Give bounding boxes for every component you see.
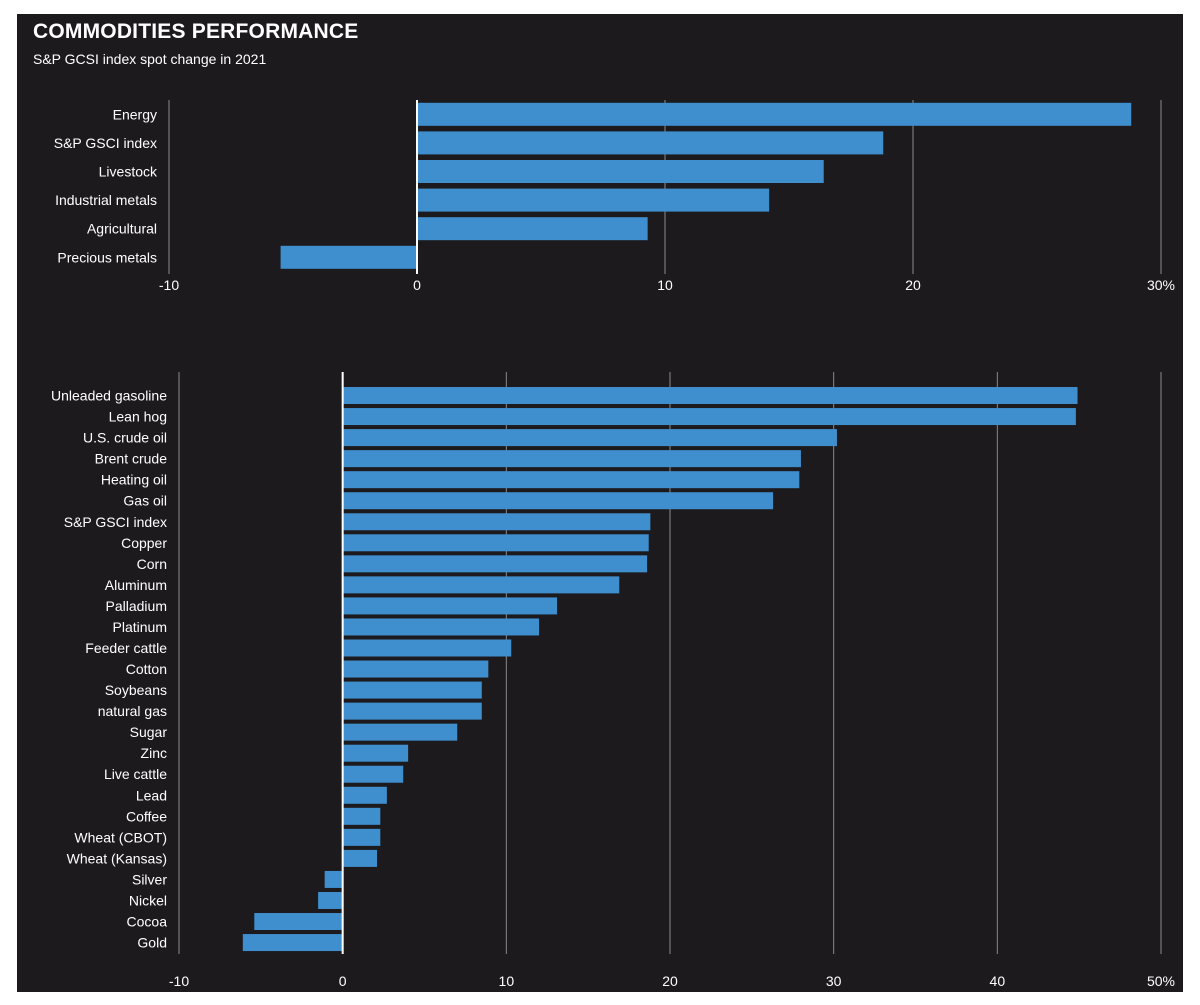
- detail-category-label: S&P GSCI index: [64, 514, 167, 530]
- top-tick-label: 10: [657, 277, 673, 293]
- top-bar-livestock: [417, 160, 824, 183]
- detail-category-label: Unleaded gasoline: [51, 388, 167, 404]
- detail-bar-live-cattle: [342, 765, 404, 783]
- detail-category-label: Silver: [132, 871, 167, 887]
- charts-svg: -10 0 10 20 30% Energy S&P GSCI index Livestock…: [51, 100, 1175, 989]
- detail-category-label: Nickel: [129, 892, 167, 908]
- detail-bar-lean-hog: [342, 408, 1076, 426]
- detail-tick-label: 50%: [1147, 973, 1175, 989]
- detail-tick-label: 10: [499, 973, 515, 989]
- detail-category-label: Palladium: [106, 598, 167, 614]
- detail-category-label: Sugar: [130, 724, 168, 740]
- detail-bar-silver: [324, 870, 343, 888]
- detail-bar-nickel: [318, 891, 343, 909]
- detail-category-label: Cotton: [126, 661, 167, 677]
- detail-category-label: Wheat (Kansas): [67, 850, 167, 866]
- detail-tick-label: 20: [662, 973, 678, 989]
- detail-bar-sugar: [342, 723, 458, 741]
- detail-tick-label: 40: [990, 973, 1006, 989]
- detail-bar-platinum: [342, 618, 540, 636]
- top-bar-agricultural: [417, 217, 648, 241]
- detail-bar-heating-oil: [342, 471, 800, 489]
- top-tick-label: 0: [413, 277, 421, 293]
- detail-tick-label: 0: [339, 973, 347, 989]
- detail-bar-zinc: [342, 744, 409, 762]
- detail-bar-u-s-crude-oil: [342, 429, 837, 447]
- detail-category-label: Wheat (CBOT): [74, 829, 167, 845]
- detail-category-label: natural gas: [98, 703, 167, 719]
- detail-category-label: U.S. crude oil: [83, 430, 167, 446]
- detail-category-label: Lean hog: [109, 409, 167, 425]
- detail-bar-gas-oil: [342, 492, 774, 510]
- detail-bar-natural-gas: [342, 702, 482, 720]
- detail-bar-cotton: [342, 660, 489, 678]
- detail-category-label: Cocoa: [127, 914, 168, 930]
- detail-category-label: Live cattle: [104, 766, 167, 782]
- top-bar-sandp-gsci-index: [417, 131, 884, 155]
- detail-category-label: Copper: [121, 535, 167, 551]
- top-category-label: Agricultural: [87, 221, 157, 237]
- chart-title: COMMODITIES PERFORMANCE: [33, 20, 359, 43]
- detail-bar-wheat-kansas: [342, 849, 378, 867]
- detail-category-label: Lead: [136, 787, 167, 803]
- detail-tick-label: -10: [169, 973, 189, 989]
- detail-bar-palladium: [342, 597, 558, 615]
- detail-bar-wheat-cbot: [342, 828, 381, 846]
- top-bar-energy: [417, 102, 1132, 126]
- detail-bar-copper: [342, 534, 649, 552]
- detail-bar-coffee: [342, 807, 381, 825]
- detail-category-label: Gold: [137, 935, 167, 951]
- detail-category-label: Coffee: [126, 808, 167, 824]
- top-category-label: S&P GSCI index: [54, 135, 157, 151]
- top-tick-label: 30%: [1147, 277, 1175, 293]
- detail-bar-lead: [342, 786, 387, 804]
- commodity-detail-chart: -10 0 10 20 30 40 50% Unleaded gasoline Lean hog…: [51, 372, 1175, 989]
- category-summary-chart: -10 0 10 20 30% Energy S&P GSCI index Livestock…: [54, 100, 1175, 293]
- top-bar-industrial-metals: [417, 188, 770, 212]
- detail-category-label: Soybeans: [105, 682, 167, 698]
- detail-bar-sandp-gsci-index: [342, 513, 651, 531]
- chart-subtitle: S&P GCSI index spot change in 2021: [33, 51, 267, 67]
- detail-bar-aluminum: [342, 576, 620, 594]
- detail-category-label: Brent crude: [95, 451, 168, 467]
- top-category-label: Industrial metals: [55, 192, 157, 208]
- detail-bar-unleaded-gasoline: [342, 387, 1078, 405]
- chart-frame: COMMODITIES PERFORMANCE S&P GCSI index s…: [17, 14, 1183, 992]
- detail-category-label: Zinc: [141, 745, 167, 761]
- detail-category-label: Corn: [137, 556, 167, 572]
- detail-category-label: Platinum: [113, 619, 167, 635]
- detail-bar-cocoa: [254, 913, 343, 931]
- top-bar-precious-metals: [280, 245, 417, 269]
- detail-bar-gold: [242, 934, 343, 952]
- top-tick-label: -10: [159, 277, 179, 293]
- detail-tick-label: 30: [826, 973, 842, 989]
- top-tick-label: 20: [905, 277, 921, 293]
- detail-bar-brent-crude: [342, 450, 801, 468]
- detail-bar-feeder-cattle: [342, 639, 512, 657]
- detail-category-label: Aluminum: [105, 577, 167, 593]
- top-category-label: Precious metals: [57, 249, 157, 265]
- detail-category-label: Feeder cattle: [85, 640, 167, 656]
- detail-category-label: Heating oil: [101, 472, 167, 488]
- top-category-label: Energy: [113, 106, 157, 122]
- detail-bar-corn: [342, 555, 648, 573]
- detail-category-label: Gas oil: [123, 493, 167, 509]
- detail-bar-soybeans: [342, 681, 482, 699]
- top-category-label: Livestock: [99, 164, 158, 180]
